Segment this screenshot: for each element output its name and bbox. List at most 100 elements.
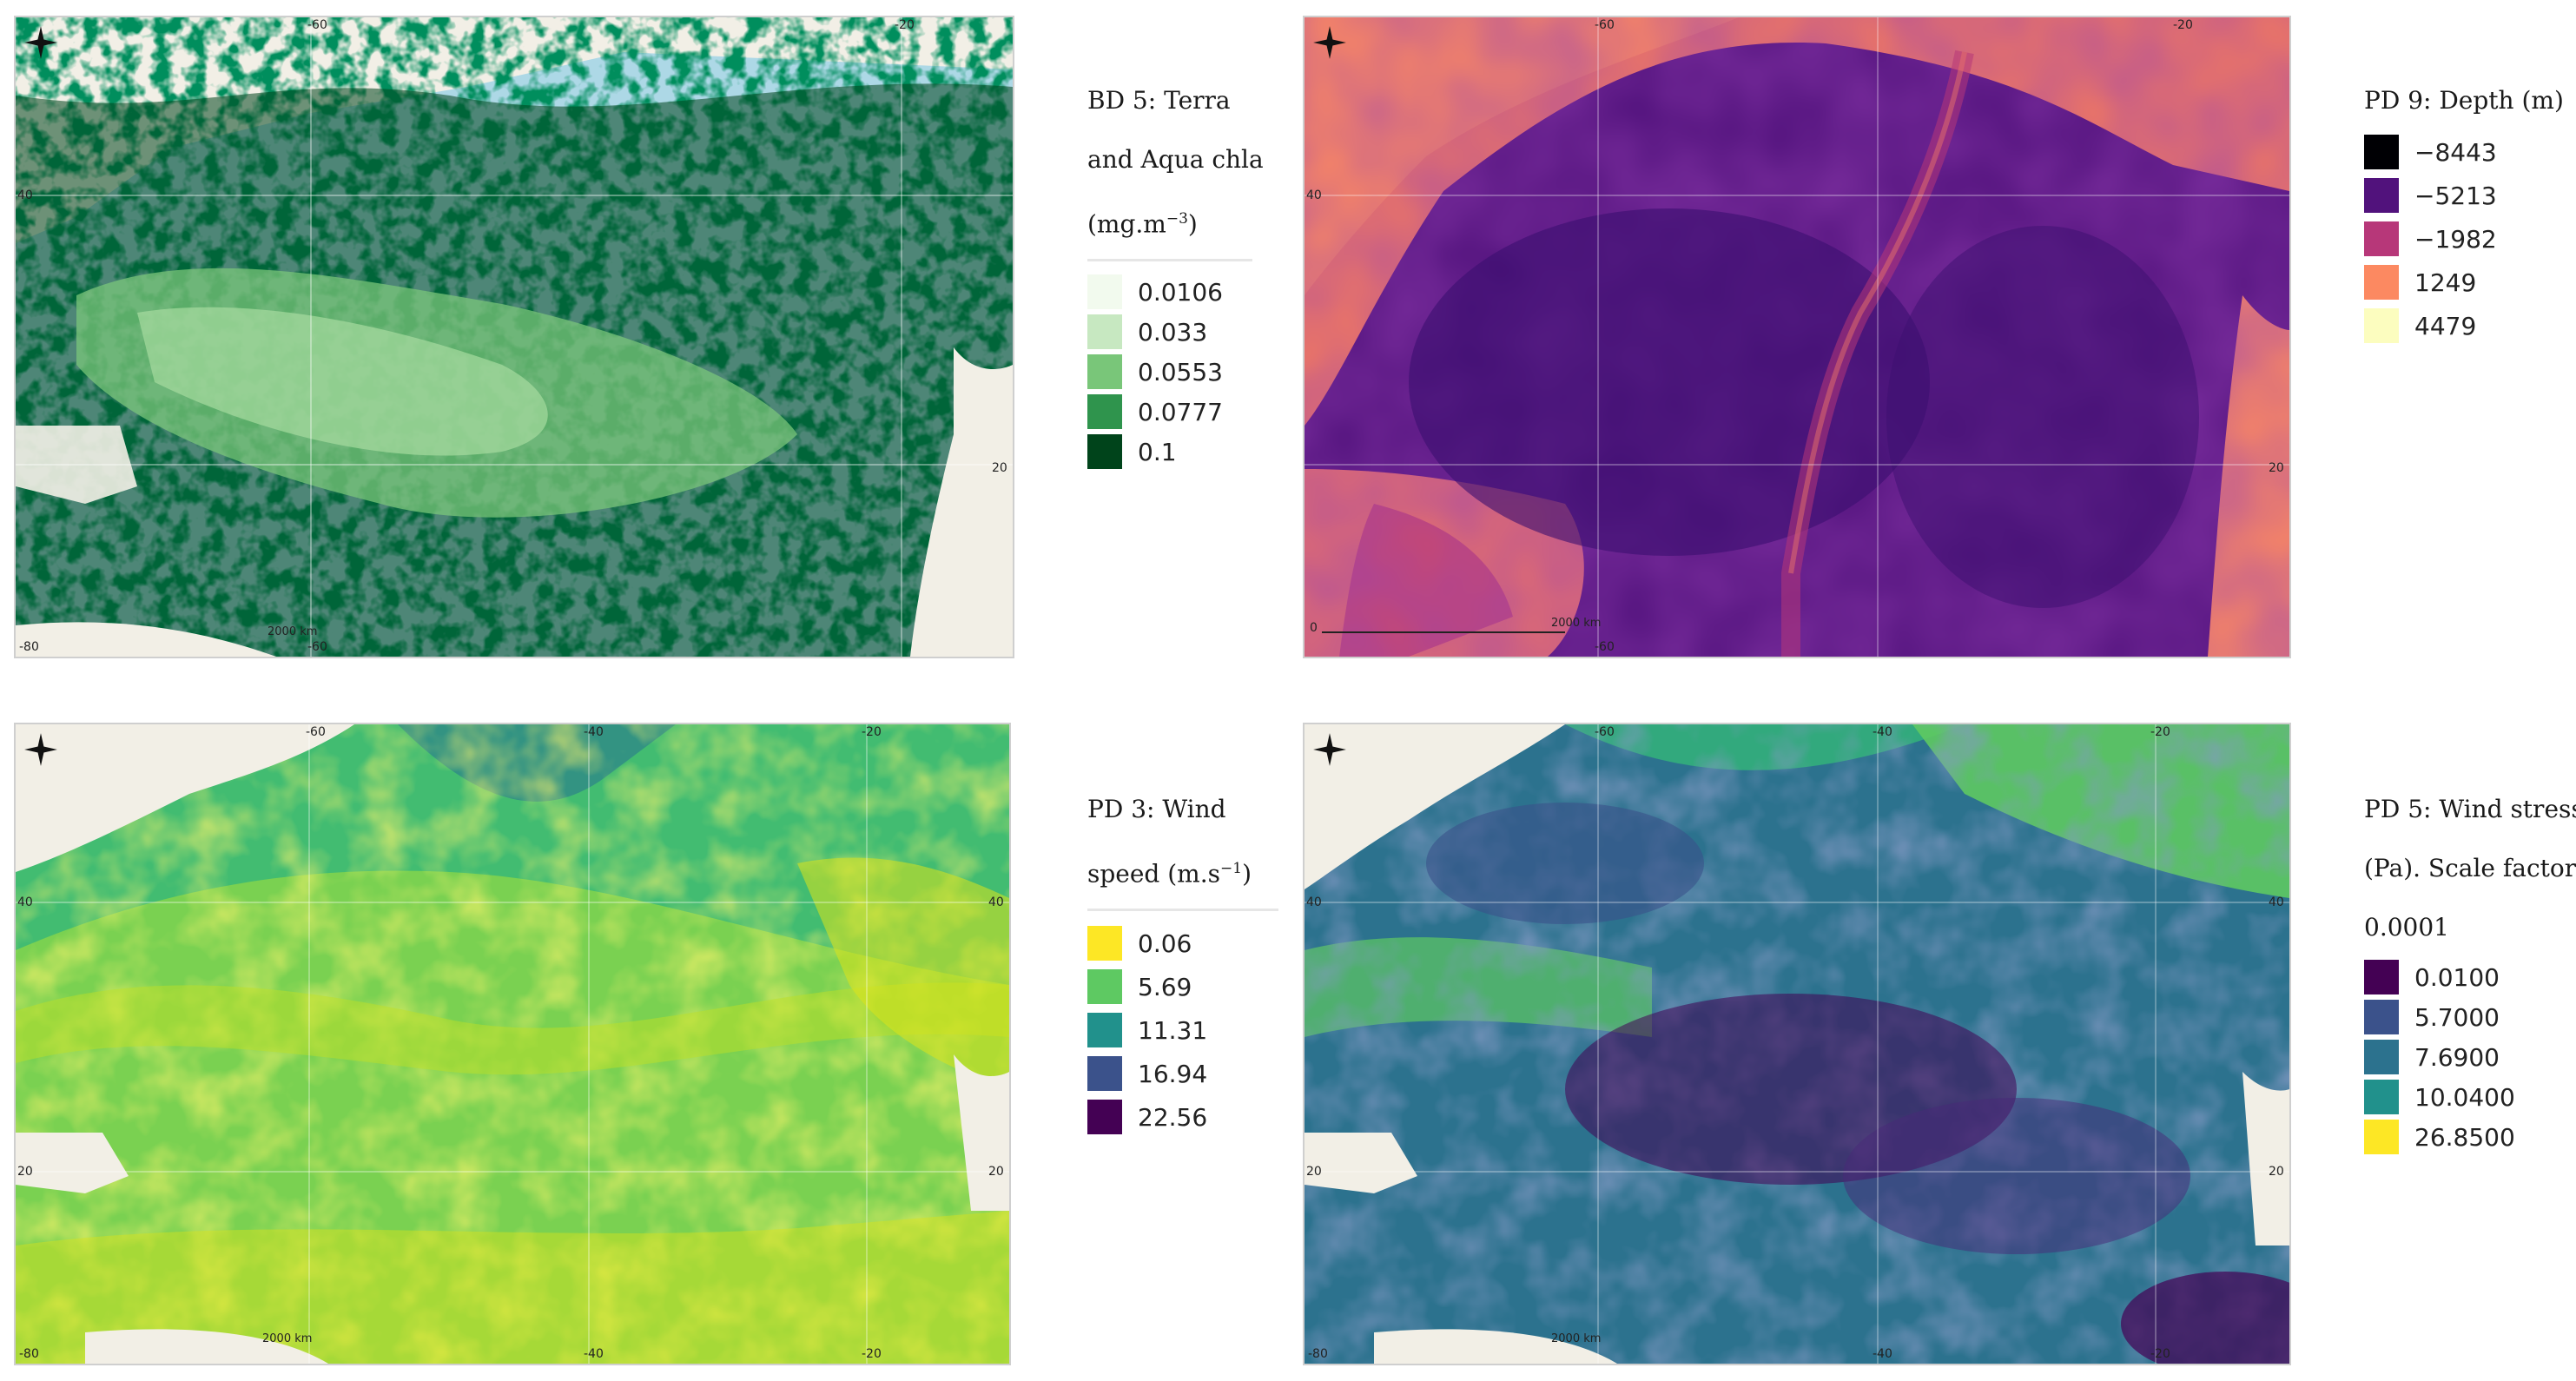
legend-swatch — [2364, 1120, 2399, 1154]
wind-speed-map[interactable]: -60 -40 -20 40 40 20 20 -40 -20 -80 2000… — [14, 723, 1011, 1365]
legend-value: 0.033 — [1138, 317, 1208, 347]
wind-speed-raster — [16, 724, 1009, 1364]
legend-item: 0.0106 — [1087, 272, 1252, 312]
tick-right-1: 40 — [988, 895, 1004, 909]
legend-swatch — [1087, 354, 1122, 390]
legend-value: 22.56 — [1138, 1102, 1208, 1132]
legend-value: 11.31 — [1138, 1015, 1208, 1045]
legend-value: 1249 — [2414, 268, 2477, 297]
legend-item: −5213 — [2364, 174, 2573, 217]
legend-item: 10.0400 — [2364, 1077, 2573, 1117]
tick-bottom-1: -40 — [1873, 1347, 1892, 1361]
legend-title-line: speed (m.s−1) — [1087, 839, 1278, 903]
legend-swatch — [1087, 1013, 1122, 1048]
legend-value: 5.69 — [1138, 972, 1192, 1001]
north-arrow-icon — [1313, 733, 1346, 766]
scale-bar-label: 2000 km — [1551, 617, 1602, 630]
chla-legend: BD 5: Terra and Aqua chla (mg.m−3) 0.010… — [1087, 71, 1264, 472]
legend-item: 0.06 — [1087, 922, 1278, 965]
legend-value: 0.0777 — [1138, 397, 1223, 426]
legend-swatch — [1087, 1056, 1122, 1092]
tick-bottom-1: -40 — [584, 1347, 604, 1361]
chla-legend-title: BD 5: Terra and Aqua chla (mg.m−3) — [1087, 71, 1264, 254]
tick-corner: -80 — [19, 1347, 39, 1361]
tick-corner: -80 — [19, 640, 39, 654]
tick-bottom-1: -60 — [307, 640, 327, 654]
legend-title-line: PD 3: Wind — [1087, 795, 1226, 823]
legend-value: 10.0400 — [2414, 1082, 2515, 1112]
legend-value: 0.0100 — [2414, 962, 2500, 992]
legend-title-sup: −1 — [1220, 860, 1243, 877]
legend-swatch — [1087, 926, 1122, 961]
depth-legend-title: PD 9: Depth (m) — [2364, 71, 2573, 130]
wind-stress-map[interactable]: -60 -40 -20 40 40 20 20 -40 -20 -80 2000… — [1303, 723, 2291, 1365]
wind-stress-legend: PD 5: Wind stress (Pa). Scale factor: 0.… — [2364, 780, 2576, 1157]
depth-legend: PD 9: Depth (m) −8443 −5213 −1982 1249 4… — [2364, 71, 2573, 347]
legend-swatch — [2364, 265, 2399, 300]
tick-top-2: -20 — [2173, 18, 2193, 32]
legend-item: 4479 — [2364, 304, 2573, 347]
depth-map[interactable]: -60 -20 40 20 -60 0 2000 km — [1303, 16, 2291, 658]
legend-item: −1982 — [2364, 217, 2573, 261]
legend-item: 5.69 — [1087, 965, 1278, 1008]
tick-top-1: -60 — [1595, 18, 1615, 32]
tick-top-1: -60 — [306, 725, 326, 739]
legend-title-line: (mg.m−3) — [1087, 189, 1252, 254]
tick-top-2: -20 — [895, 18, 915, 32]
legend-item: 26.8500 — [2364, 1117, 2573, 1157]
scale-bar-label: 2000 km — [1551, 1332, 1602, 1345]
legend-item: 0.0553 — [1087, 352, 1252, 392]
legend-value: 0.06 — [1138, 928, 1192, 958]
legend-swatch — [1087, 274, 1122, 310]
scale-bar: 2000 km — [1551, 617, 1601, 630]
legend-title-text: speed (m.s — [1087, 859, 1221, 889]
legend-swatch — [2364, 178, 2399, 213]
tick-bottom-2: -20 — [862, 1347, 882, 1361]
tick-top-3: -20 — [2150, 725, 2170, 739]
legend-swatch — [1087, 969, 1122, 1005]
tick-bottom-1: -60 — [1595, 640, 1615, 654]
north-arrow-icon — [24, 26, 57, 59]
legend-value: 26.8500 — [2414, 1122, 2515, 1152]
legend-item: 22.56 — [1087, 1095, 1278, 1139]
legend-title-tail: ) — [1187, 209, 1198, 239]
depth-raster — [1305, 17, 2289, 657]
legend-swatch — [2364, 221, 2399, 256]
legend-title-line: 0.0001 — [2364, 913, 2449, 942]
legend-title-text: (mg.m — [1087, 209, 1166, 239]
legend-item: 0.1 — [1087, 432, 1252, 472]
wind-stress-raster — [1305, 724, 2289, 1364]
tick-top-2: -40 — [584, 725, 604, 739]
tick-left-1: 40 — [17, 188, 33, 202]
tick-left-1: 40 — [17, 895, 33, 909]
legend-swatch — [1087, 314, 1122, 350]
legend-title-line: (Pa). Scale factor: — [2364, 854, 2576, 882]
tick-corner: -80 — [1308, 1347, 1328, 1361]
tick-right-1: 40 — [2269, 895, 2284, 909]
tick-bottom-2: -20 — [2150, 1347, 2170, 1361]
legend-value: −1982 — [2414, 224, 2497, 254]
legend-title-line: and Aqua chla — [1087, 145, 1264, 174]
scale-bar-label: 2000 km — [268, 625, 318, 638]
chla-map[interactable]: -60 -20 40 20 -60 -80 2000 km — [14, 16, 1014, 658]
legend-title-sup: −3 — [1166, 210, 1188, 228]
wind-speed-legend-title: PD 3: Wind speed (m.s−1) — [1087, 780, 1278, 903]
legend-value: −5213 — [2414, 181, 2497, 210]
tick-top-1: -60 — [1595, 725, 1615, 739]
tick-left-2: 20 — [1306, 1165, 1322, 1179]
legend-swatch — [2364, 1040, 2399, 1074]
tick-right-2: 20 — [2269, 1165, 2284, 1179]
legend-item: 0.0777 — [1087, 392, 1252, 432]
tick-top-2: -40 — [1873, 725, 1892, 739]
scale-bar: 2000 km — [268, 625, 317, 638]
tick-right-2: 20 — [988, 1165, 1004, 1179]
wind-speed-legend: PD 3: Wind speed (m.s−1) 0.06 5.69 11.31… — [1087, 780, 1278, 1139]
legend-swatch — [1087, 394, 1122, 430]
tick-left-1: 40 — [1306, 188, 1322, 202]
legend-swatch — [2364, 308, 2399, 343]
legend-title-line: PD 5: Wind stress — [2364, 795, 2576, 823]
legend-swatch — [2364, 1000, 2399, 1034]
legend-swatch — [1087, 434, 1122, 470]
legend-item: −8443 — [2364, 130, 2573, 174]
legend-divider — [1087, 259, 1252, 262]
